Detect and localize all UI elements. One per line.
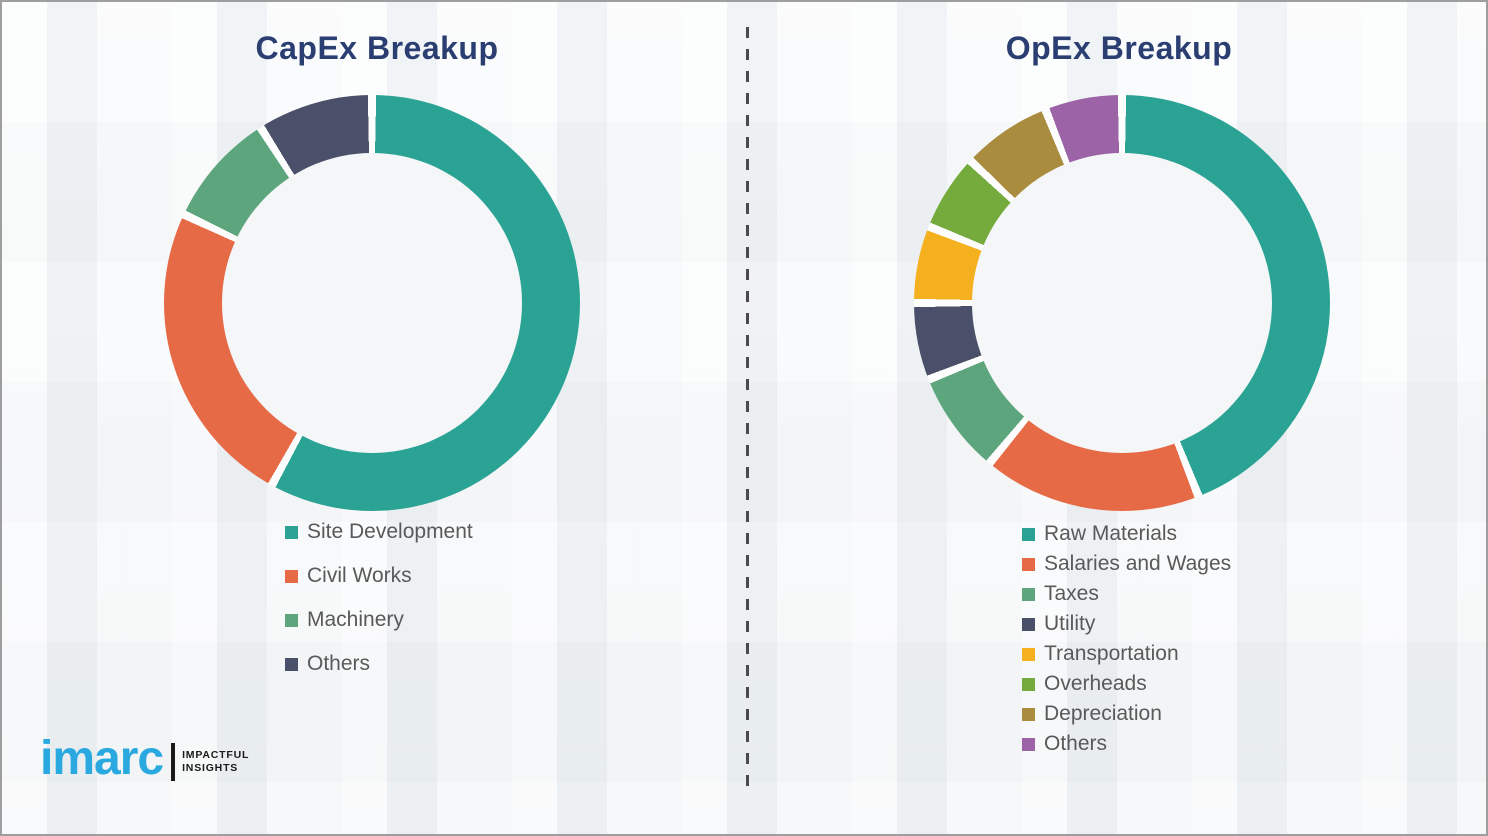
legend-color-swatch: [285, 569, 298, 583]
legend-color-swatch: [1022, 707, 1035, 721]
legend-label: Transportation: [1044, 642, 1179, 665]
legend-label: Others: [307, 652, 371, 675]
legend-label: Overheads: [1044, 672, 1147, 695]
legend-item: Depreciation: [1022, 699, 1231, 729]
legend-label: Civil Works: [307, 564, 412, 587]
opex-donut-chart: [914, 95, 1330, 511]
imarc-logo-wordmark: imarc: [40, 732, 164, 785]
legend-item: Site Development: [285, 510, 473, 554]
legend-item: Overheads: [1022, 669, 1231, 699]
legend-item: Transportation: [1022, 639, 1231, 669]
legend-color-swatch: [1022, 617, 1035, 631]
legend-color-swatch: [285, 613, 298, 627]
legend-item: Raw Materials: [1022, 519, 1231, 549]
legend-color-swatch: [1022, 737, 1035, 751]
opex-legend: Raw Materials Salaries and Wages Taxes U…: [1022, 519, 1231, 759]
opex-title: OpEx Breakup: [1005, 30, 1233, 66]
legend-label: Salaries and Wages: [1044, 552, 1232, 575]
legend-label: Others: [1044, 732, 1108, 755]
opex-panel: OpEx Breakup Raw Materials Salaries and …: [749, 2, 1486, 834]
legend-color-swatch: [1022, 557, 1035, 571]
legend-label: Depreciation: [1044, 702, 1162, 725]
legend-item: Machinery: [285, 598, 473, 642]
legend-item: Salaries and Wages: [1022, 549, 1231, 579]
imarc-tagline-line2: INSIGHTS: [182, 762, 239, 774]
legend-color-swatch: [285, 657, 298, 671]
legend-color-swatch: [1022, 647, 1035, 661]
divider-dashed-line: [746, 27, 749, 792]
legend-item: Others: [285, 642, 473, 686]
capex-legend: Site Development Civil Works Machinery O…: [285, 510, 473, 686]
legend-item: Civil Works: [285, 554, 473, 598]
imarc-tagline-line1: IMPACTFUL: [182, 748, 250, 761]
capex-donut-chart: [164, 95, 580, 511]
legend-color-swatch: [1022, 677, 1035, 691]
legend-color-swatch: [285, 525, 298, 539]
legend-item: Others: [1022, 729, 1231, 759]
legend-color-swatch: [1022, 527, 1035, 541]
legend-color-swatch: [1022, 587, 1035, 601]
legend-label: Site Development: [307, 520, 473, 543]
imarc-logo-tagline: IMPACTFUL INSIGHTS: [182, 749, 249, 775]
legend-item: Taxes: [1022, 579, 1231, 609]
capex-panel: CapEx Breakup Site Development Civil Wor…: [2, 2, 746, 834]
imarc-logo-divider-bar: [171, 743, 176, 781]
legend-label: Utility: [1044, 612, 1096, 635]
capex-title: CapEx Breakup: [255, 30, 499, 66]
legend-label: Machinery: [307, 608, 404, 631]
imarc-logo: imarc IMPACTFUL INSIGHTS: [40, 735, 249, 783]
legend-label: Raw Materials: [1044, 522, 1178, 545]
legend-label: Taxes: [1044, 582, 1099, 605]
legend-item: Utility: [1022, 609, 1231, 639]
